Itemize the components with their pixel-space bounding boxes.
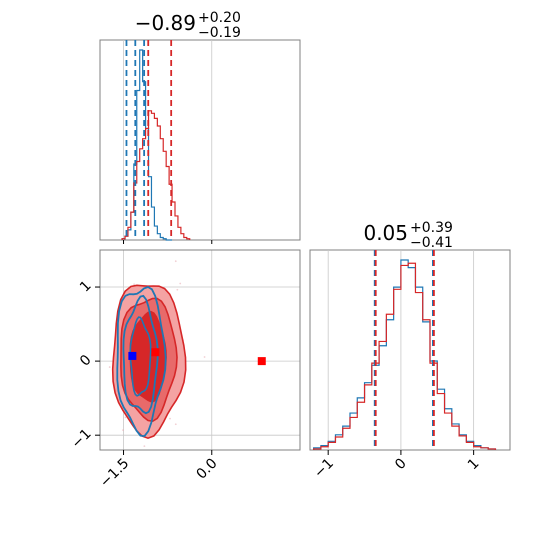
bl-scatter-point bbox=[169, 417, 171, 420]
panel-bottom-left-x-ticks: −1.5 0.0 bbox=[97, 450, 221, 491]
br-xtick-label-1: 0 bbox=[392, 456, 410, 474]
bl-ytick-label-0: −1 bbox=[69, 426, 95, 452]
panel-bottom-left-contours bbox=[111, 284, 187, 440]
panel-top-left-title-upper: +0.20 bbox=[198, 10, 241, 26]
bl-marker-2 bbox=[257, 357, 266, 366]
br-series-1-step bbox=[313, 262, 497, 450]
panel-bottom-left-frame bbox=[99, 249, 301, 451]
panel-bottom-right-quantiles bbox=[373, 250, 435, 450]
bl-scatter-point bbox=[203, 356, 206, 358]
panel-bottom-left-markers bbox=[128, 348, 266, 366]
bl-marker-1 bbox=[151, 348, 160, 357]
bl-scatter-point bbox=[108, 366, 111, 368]
bl-ytick-label-2: 1 bbox=[77, 278, 95, 296]
br-xtick-label-0: −1 bbox=[311, 456, 337, 482]
bl-xtick-label-1: 0.0 bbox=[194, 456, 221, 483]
bl-scatter-point bbox=[176, 288, 179, 291]
panel-bottom-left-y-ticks: −1 0 1 bbox=[69, 278, 100, 452]
panel-top-left-histogram: −0.89 +0.20 −0.19 bbox=[99, 10, 301, 244]
bl-scatter-point bbox=[174, 260, 177, 263]
panel-top-left-grid bbox=[123, 40, 213, 240]
bl-blue-contour-outer bbox=[116, 286, 167, 438]
panel-bottom-right-histogram: −1 0 1 0.05 +0.39 −0.41 bbox=[309, 220, 511, 481]
bl-scatter-point bbox=[122, 429, 124, 431]
panel-bottom-right-series bbox=[313, 259, 497, 450]
panel-top-left-frame bbox=[99, 39, 301, 241]
bl-scatter-point bbox=[179, 282, 182, 285]
panel-bottom-right-title-upper: +0.39 bbox=[410, 220, 453, 236]
bl-marker-0 bbox=[128, 351, 137, 360]
bl-scatter-point bbox=[124, 416, 127, 419]
panel-bottom-left-2d: −1.5 0.0 −1 0 1 bbox=[69, 249, 301, 491]
tl-series-0-step bbox=[121, 49, 173, 241]
bl-scatter-point bbox=[133, 283, 136, 286]
panel-bottom-right-title-value: 0.05 bbox=[363, 221, 408, 245]
br-series-0-step bbox=[313, 259, 497, 450]
bl-scatter-point bbox=[174, 423, 177, 426]
panel-bottom-right-frame bbox=[309, 249, 511, 451]
panel-top-left-title-value: −0.89 bbox=[135, 11, 196, 35]
br-xtick-label-2: 1 bbox=[465, 456, 483, 474]
bl-blue-contour-mid bbox=[122, 294, 159, 415]
panel-bottom-right-title-lower: −0.41 bbox=[410, 235, 453, 251]
panel-top-left-title-lower: −0.19 bbox=[198, 25, 241, 41]
bl-scatter-point bbox=[143, 445, 146, 448]
tl-series-1-step bbox=[121, 110, 191, 240]
bl-ytick-label-1: 0 bbox=[77, 352, 95, 370]
panel-bottom-right-x-ticks: −1 0 1 bbox=[311, 450, 482, 481]
panel-top-left-quantiles bbox=[123, 40, 213, 244]
panel-top-left-series bbox=[121, 49, 191, 241]
bl-xtick-label-0: −1.5 bbox=[97, 456, 132, 491]
